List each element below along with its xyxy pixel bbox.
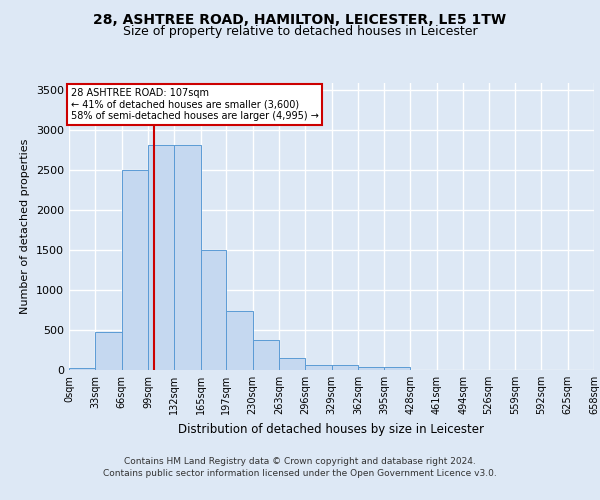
Text: 28 ASHTREE ROAD: 107sqm
← 41% of detached houses are smaller (3,600)
58% of semi: 28 ASHTREE ROAD: 107sqm ← 41% of detache… [71,88,319,122]
Bar [95,332,122,370]
Text: Size of property relative to detached houses in Leicester: Size of property relative to detached ho… [122,25,478,38]
Text: 28, ASHTREE ROAD, HAMILTON, LEICESTER, LE5 1TW: 28, ASHTREE ROAD, HAMILTON, LEICESTER, L… [94,12,506,26]
Text: Contains HM Land Registry data © Crown copyright and database right 2024.: Contains HM Land Registry data © Crown c… [124,458,476,466]
Bar [279,358,305,370]
Bar [69,368,95,370]
Bar [331,365,358,370]
Bar [253,340,279,370]
Text: Contains public sector information licensed under the Open Government Licence v3: Contains public sector information licen… [103,469,497,478]
Bar [148,145,175,370]
Bar [200,250,226,370]
Bar [384,367,410,370]
Bar [226,311,253,370]
Y-axis label: Number of detached properties: Number of detached properties [20,138,31,314]
Bar [175,145,200,370]
Bar [358,367,384,370]
X-axis label: Distribution of detached houses by size in Leicester: Distribution of detached houses by size … [179,422,485,436]
Bar [122,170,148,370]
Bar [305,365,331,370]
